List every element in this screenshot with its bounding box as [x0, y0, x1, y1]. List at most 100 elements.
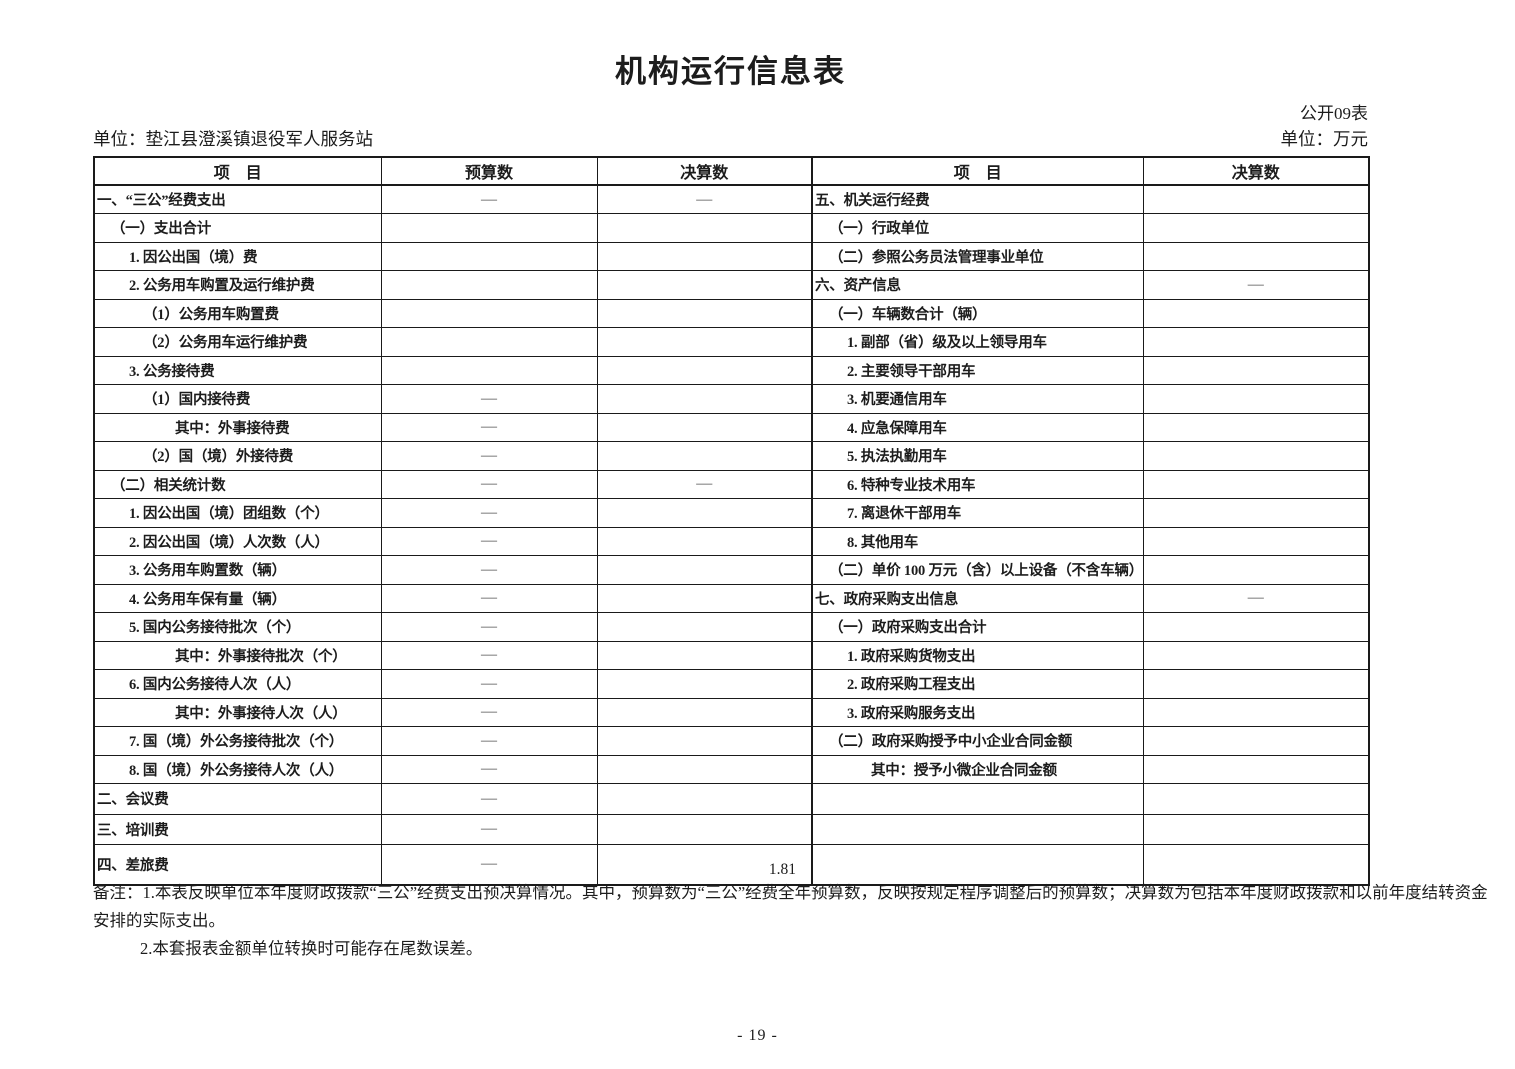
final-value-right	[1142, 241, 1370, 271]
budget-value	[380, 270, 598, 300]
item-label-left: （1）公务用车购置费	[93, 298, 382, 328]
final-value-left	[596, 327, 813, 357]
item-label-right: 2. 主要领导干部用车	[811, 355, 1144, 385]
item-label-left: 其中：外事接待批次（个）	[93, 640, 382, 670]
item-label-left: （2）国（境）外接待费	[93, 441, 382, 471]
table-row: 二、会议费 —	[93, 783, 1370, 815]
item-label-right	[811, 813, 1144, 845]
budget-value: —	[380, 526, 598, 556]
header-final-right: 决算数	[1142, 156, 1370, 186]
unit-name: 单位：垫江县澄溪镇退役军人服务站	[93, 129, 373, 149]
table-row: 三、培训费 —	[93, 813, 1370, 845]
final-value-left	[596, 640, 813, 670]
item-label-right: 5. 执法执勤用车	[811, 441, 1144, 471]
item-label-left: （二）相关统计数	[93, 469, 382, 499]
final-value-right	[1142, 612, 1370, 642]
page-title: 机构运行信息表	[615, 54, 846, 89]
final-value-right	[1142, 526, 1370, 556]
final-value-left	[596, 526, 813, 556]
item-label-right: （一）行政单位	[811, 213, 1144, 243]
item-label-right: （二）单价 100 万元（含）以上设备（不含车辆）	[811, 555, 1144, 585]
table-row: （二）相关统计数 — —6. 特种专业技术用车	[93, 469, 1370, 499]
note-1-line-2: 安排的实际支出。	[93, 911, 225, 930]
table-row: 3. 公务接待费 2. 主要领导干部用车	[93, 355, 1370, 385]
final-value-right	[1142, 754, 1370, 784]
item-label-right: 六、资产信息	[811, 270, 1144, 300]
item-label-left: 2. 因公出国（境）人次数（人）	[93, 526, 382, 556]
final-value-left	[596, 583, 813, 613]
budget-value: —	[380, 844, 598, 885]
final-value-left	[596, 754, 813, 784]
item-label-right: 1. 政府采购货物支出	[811, 640, 1144, 670]
final-value-left	[596, 697, 813, 727]
budget-value: —	[380, 754, 598, 784]
budget-value: —	[380, 640, 598, 670]
table-row: （2）国（境）外接待费 — 5. 执法执勤用车	[93, 441, 1370, 471]
table-row: （2）公务用车运行维护费 1. 副部（省）级及以上领导用车	[93, 327, 1370, 357]
final-value-right	[1142, 555, 1370, 585]
table-row: 2. 公务用车购置及运行维护费 六、资产信息 —	[93, 270, 1370, 300]
final-value-right	[1142, 498, 1370, 528]
header-final-left: 决算数	[596, 156, 813, 186]
table-row: （一）支出合计 （一）行政单位	[93, 213, 1370, 243]
item-label-left: 其中：外事接待人次（人）	[93, 697, 382, 727]
item-label-right: 8. 其他用车	[811, 526, 1144, 556]
item-label-left: 一、“三公”经费支出	[93, 184, 382, 214]
notes: 备注：1.本表反映单位本年度财政拨款“三公”经费支出预决算情况。其中，预算数为“…	[93, 879, 1488, 963]
table-row: （1）公务用车购置费 （一）车辆数合计（辆）	[93, 298, 1370, 328]
final-value-left	[596, 270, 813, 300]
budget-value: —	[380, 412, 598, 442]
item-label-right	[811, 783, 1144, 815]
item-label-right: （二）参照公务员法管理事业单位	[811, 241, 1144, 271]
table-row: 其中：外事接待人次（人） — 3. 政府采购服务支出	[93, 697, 1370, 727]
item-label-right: 4. 应急保障用车	[811, 412, 1144, 442]
item-label-right: （二）政府采购授予中小企业合同金额	[811, 726, 1144, 756]
item-label-right: 五、机关运行经费	[811, 184, 1144, 214]
item-label-left: 2. 公务用车购置及运行维护费	[93, 270, 382, 300]
page-number: - 19 -	[737, 1027, 778, 1044]
budget-value: —	[380, 697, 598, 727]
final-value-left	[596, 384, 813, 414]
final-value-left	[596, 669, 813, 699]
table-row: 2. 因公出国（境）人次数（人） — 8. 其他用车	[93, 526, 1370, 556]
final-value-left	[596, 726, 813, 756]
item-label-left: 4. 公务用车保有量（辆）	[93, 583, 382, 613]
table-row: 6. 国内公务接待人次（人） — 2. 政府采购工程支出	[93, 669, 1370, 699]
budget-value	[380, 213, 598, 243]
budget-value: —	[380, 726, 598, 756]
final-value-right	[1142, 213, 1370, 243]
final-value-left	[596, 298, 813, 328]
table-row: 3. 公务用车购置数（辆） — （二）单价 100 万元（含）以上设备（不含车辆）	[93, 555, 1370, 585]
item-label-left: 5. 国内公务接待批次（个）	[93, 612, 382, 642]
budget-value	[380, 298, 598, 328]
note-1-line-1: 备注：1.本表反映单位本年度财政拨款“三公”经费支出预决算情况。其中，预算数为“…	[93, 883, 1488, 902]
final-value-left	[596, 813, 813, 845]
item-label-left: 1. 因公出国（境）费	[93, 241, 382, 271]
budget-value: —	[380, 783, 598, 815]
final-value-right: —	[1142, 583, 1370, 613]
item-label-left: （2）公务用车运行维护费	[93, 327, 382, 357]
final-value-right	[1142, 640, 1370, 670]
header-item-right: 项 目	[811, 156, 1144, 186]
item-label-right: 1. 副部（省）级及以上领导用车	[811, 327, 1144, 357]
table-row: 7. 国（境）外公务接待批次（个） — （二）政府采购授予中小企业合同金额	[93, 726, 1370, 756]
final-value-left	[596, 412, 813, 442]
budget-value: —	[380, 498, 598, 528]
budget-value: —	[380, 669, 598, 699]
budget-value: —	[380, 184, 598, 214]
table-row: （1）国内接待费 — 3. 机要通信用车	[93, 384, 1370, 414]
unit-row: 单位：垫江县澄溪镇退役军人服务站 单位：万元	[93, 126, 1368, 151]
final-value-right	[1142, 844, 1370, 885]
table-row: 5. 国内公务接待批次（个） — （一）政府采购支出合计	[93, 612, 1370, 642]
item-label-left: 6. 国内公务接待人次（人）	[93, 669, 382, 699]
item-label-right: 3. 机要通信用车	[811, 384, 1144, 414]
final-value-right	[1142, 783, 1370, 815]
item-label-left: 3. 公务用车购置数（辆）	[93, 555, 382, 585]
final-value-right	[1142, 813, 1370, 845]
item-label-left: 其中：外事接待费	[93, 412, 382, 442]
budget-value: —	[380, 583, 598, 613]
item-label-left: （1）国内接待费	[93, 384, 382, 414]
final-value-left	[596, 213, 813, 243]
form-code: 公开09表	[1300, 104, 1368, 123]
final-value-left: —	[596, 184, 813, 214]
